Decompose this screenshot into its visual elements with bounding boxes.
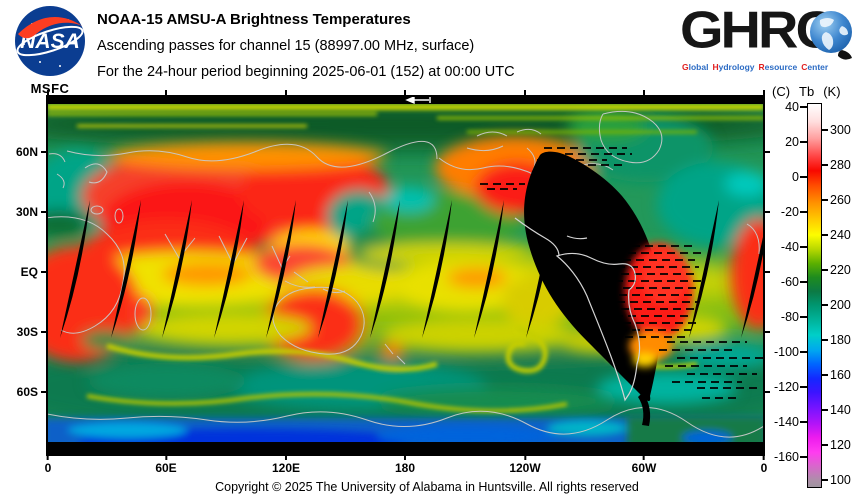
axis-tick	[764, 151, 770, 153]
nasa-insignia-icon: NASA	[15, 6, 85, 76]
x-axis-label: 120E	[272, 455, 300, 475]
axis-tick	[404, 455, 406, 460]
south-america-coastline	[514, 217, 641, 402]
colorbar-celsius-tick: 40	[766, 100, 807, 114]
axis-tick	[763, 455, 765, 460]
colorbar-kelvin-tick: 180	[821, 333, 851, 347]
axis-tick	[764, 211, 770, 213]
colorbar-kelvin-tick: 140	[821, 403, 851, 417]
axis-tick	[821, 199, 828, 201]
axis-tick	[800, 211, 807, 213]
nasa-acronym: NASA	[20, 30, 80, 53]
y-axis-label: 30N	[0, 205, 47, 219]
axis-tick	[821, 304, 828, 306]
axis-tick	[821, 374, 828, 376]
y-axis-label: 30S	[0, 325, 47, 339]
colorbar-celsius-tick: 0	[766, 170, 807, 184]
ghrc-logo: GHRC Global Hydrology Resource Center	[680, 0, 852, 72]
colorbar-kelvin-tick: 120	[821, 438, 851, 452]
ghrc-tagline-word: Global	[682, 62, 709, 72]
colorbar-kelvin-tick: 300	[821, 123, 851, 137]
axis-tick	[821, 234, 828, 236]
axis-tick	[800, 421, 807, 423]
axis-tick	[821, 339, 828, 341]
x-axis-label: 180	[395, 455, 415, 475]
colorbar-kelvin-tick: 280	[821, 158, 851, 172]
nasa-center-label: MSFC	[30, 81, 70, 96]
y-axis-label: 60N	[0, 145, 47, 159]
colorbar-celsius-tick: -100	[766, 345, 807, 359]
axis-tick	[800, 351, 807, 353]
colorbar-gradient	[807, 103, 822, 488]
colorbar-celsius-tick: -140	[766, 415, 807, 429]
axis-tick	[643, 455, 645, 460]
colorbar-celsius-tick: -20	[766, 205, 807, 219]
colorbar-celsius-tick: -80	[766, 310, 807, 324]
colorbar-kelvin-tick: 220	[821, 263, 851, 277]
scan-line-artifacts	[480, 147, 764, 399]
colorbar-units: (C) Tb (K)	[772, 84, 841, 99]
axis-tick	[764, 271, 770, 273]
colorbar-unit-kelvin: (K)	[823, 84, 841, 99]
nasa-logo: NASA MSFC	[8, 4, 92, 96]
axis-tick	[800, 281, 807, 283]
colorbar-kelvin-tick: 200	[821, 298, 851, 312]
colorbar-celsius-tick: -40	[766, 240, 807, 254]
colorbar-kelvin-tick: 260	[821, 193, 851, 207]
ghrc-tagline: Global Hydrology Resource Center	[682, 62, 850, 72]
colorbar-kelvin-tick: 160	[821, 368, 851, 382]
brightness-temperature-map	[46, 95, 765, 456]
copyright-notice: Copyright © 2025 The University of Alaba…	[215, 480, 639, 494]
y-axis-label: EQ	[0, 265, 47, 279]
plot-titles: NOAA-15 AMSU-A Brightness Temperatures A…	[97, 7, 515, 85]
ghrc-tagline-word: Resource	[758, 62, 798, 72]
nasa-vector-icon	[18, 16, 82, 39]
page-title: NOAA-15 AMSU-A Brightness Temperatures	[97, 11, 411, 28]
axis-tick	[800, 456, 807, 458]
ghrc-tagline-word: Hydrology	[712, 62, 755, 72]
x-axis-label: 60W	[632, 455, 656, 475]
colorbar-unit-celsius: (C)	[772, 84, 791, 99]
axis-tick	[764, 391, 770, 393]
axis-tick	[800, 316, 807, 318]
pass-start-arrow-icon	[405, 96, 431, 105]
axis-tick	[164, 455, 167, 460]
axis-tick	[821, 164, 828, 166]
coastlines	[47, 110, 764, 438]
axis-tick	[821, 444, 828, 446]
subtitle-period: For the 24-hour period beginning 2025-06…	[97, 64, 515, 80]
x-axis-label: 0	[45, 455, 51, 475]
colorbar-celsius-tick: 20	[766, 135, 807, 149]
axis-tick	[800, 246, 807, 248]
colorbar-celsius-tick: -160	[766, 450, 807, 464]
subtitle-channel: Ascending passes for channel 15 (88997.0…	[97, 38, 475, 54]
axis-tick	[523, 455, 526, 460]
x-axis-label: 0	[761, 455, 767, 475]
axis-tick	[764, 331, 770, 333]
y-axis-label: 60S	[0, 385, 47, 399]
axis-tick	[821, 129, 828, 131]
x-axis-label: 120W	[509, 455, 541, 475]
ghrc-acronym: GHRC	[680, 0, 836, 59]
axis-tick	[47, 455, 49, 460]
colorbar-celsius-tick: -60	[766, 275, 807, 289]
colorbar-kelvin-tick: 240	[821, 228, 851, 242]
colorbar-unit-tb: Tb	[799, 84, 815, 99]
axis-tick	[800, 386, 807, 388]
axis-tick	[821, 409, 828, 411]
axis-tick	[800, 176, 807, 178]
axis-tick	[800, 106, 807, 108]
axis-tick	[285, 455, 287, 460]
colorbar-celsius-tick: -120	[766, 380, 807, 394]
axis-tick	[821, 269, 828, 271]
axis-tick	[800, 141, 807, 143]
x-axis-label: 60E	[155, 455, 177, 475]
ghrc-globe-icon	[810, 11, 852, 60]
ghrc-tagline-word: Center	[801, 62, 829, 72]
